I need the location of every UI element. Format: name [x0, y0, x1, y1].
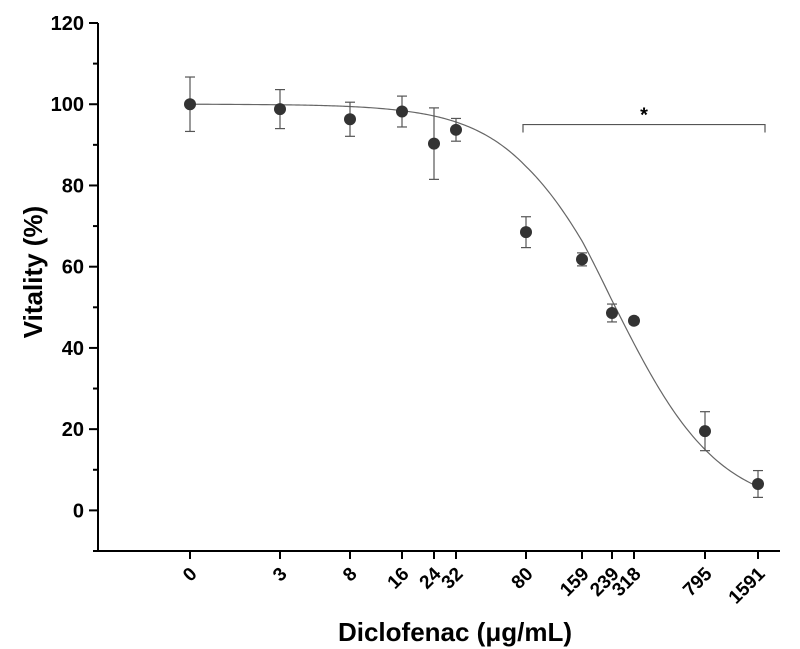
y-axis-label: Vitality (%) — [18, 206, 48, 338]
x-tick-label: 0 — [179, 564, 201, 586]
data-point — [752, 477, 764, 490]
y-tick-label: 120 — [51, 13, 84, 35]
significance-bracket — [522, 123, 766, 133]
y-tick-label: 80 — [62, 175, 84, 197]
significance-annotation: * — [522, 105, 766, 133]
x-tick-label: 1591 — [725, 563, 770, 608]
y-tick-label: 20 — [62, 419, 84, 441]
data-points — [184, 76, 764, 498]
x-tick-label: 80 — [508, 564, 538, 594]
data-point — [344, 113, 356, 126]
y-tick-label: 0 — [73, 500, 84, 522]
data-point — [606, 306, 618, 319]
data-point — [184, 98, 196, 111]
y-tick-label: 40 — [62, 338, 84, 360]
data-point — [396, 105, 408, 118]
x-tick-label: 8 — [339, 564, 361, 586]
x-tick-label: 32 — [438, 564, 468, 594]
data-point — [576, 253, 588, 266]
data-point — [699, 425, 711, 438]
fit-curve-group — [189, 103, 759, 488]
data-point — [428, 137, 440, 150]
x-axis-label: Diclofenac (μg/mL) — [338, 617, 572, 647]
x-tick-label: 795 — [679, 563, 717, 601]
data-point — [520, 226, 532, 239]
y-tick-label: 100 — [51, 94, 84, 116]
significance-marker: * — [640, 105, 648, 127]
x-tick-label: 16 — [384, 564, 414, 594]
x-tick-label: 159 — [556, 564, 593, 601]
data-point — [450, 123, 462, 136]
fit-curve — [189, 103, 759, 488]
data-point — [628, 314, 640, 327]
data-point — [274, 103, 286, 116]
x-tick-label: 3 — [269, 564, 291, 586]
y-tick-label: 60 — [62, 257, 84, 279]
